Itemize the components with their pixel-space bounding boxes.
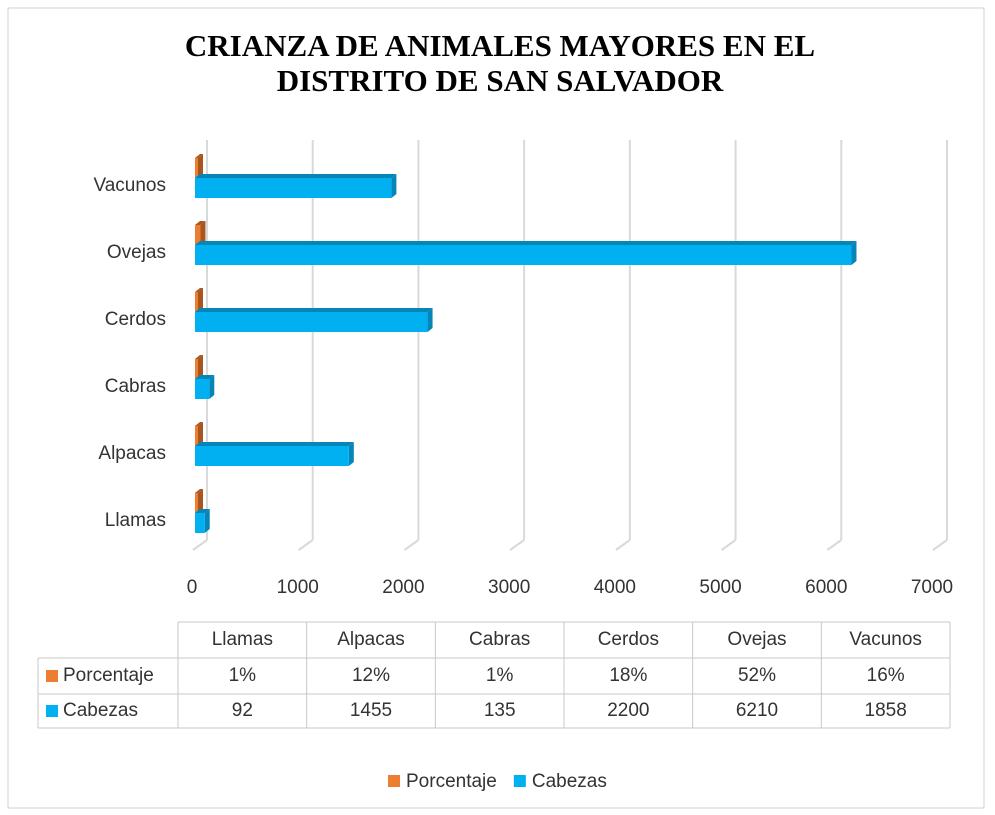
bar-top <box>195 288 203 292</box>
bar-top <box>195 422 203 426</box>
bar-side <box>200 221 206 245</box>
y-tick-label: Cabras <box>105 376 166 397</box>
chart-title: CRIANZA DE ANIMALES MAYORES EN EL DISTRI… <box>184 28 816 98</box>
table-cell: 52% <box>738 665 776 686</box>
bar-side <box>427 308 433 332</box>
x-tick-label: 6000 <box>805 577 847 598</box>
bar <box>195 513 205 533</box>
table-cell: 92 <box>232 700 253 721</box>
chart-border <box>7 7 985 809</box>
bar-top <box>195 241 857 245</box>
table-cell: 1858 <box>865 700 907 721</box>
grid-line-floor <box>720 539 737 551</box>
table-cell: 6210 <box>736 700 778 721</box>
grid-line-floor <box>932 539 948 551</box>
y-tick-label: Ovejas <box>107 242 166 263</box>
table-cell: 1% <box>486 665 514 686</box>
y-tick-label: Alpacas <box>98 443 166 464</box>
legend-label: Porcentaje <box>406 771 497 792</box>
grid-line-floor <box>192 539 208 551</box>
bar <box>195 446 349 466</box>
grid-line-floor <box>826 539 842 551</box>
table-legend-key <box>46 705 58 717</box>
table-header: Llamas <box>212 629 273 650</box>
bar-top <box>195 375 215 379</box>
table-legend-key <box>46 670 58 682</box>
bar-side <box>198 355 203 379</box>
bar <box>195 379 210 399</box>
y-tick-label: Cerdos <box>105 309 166 330</box>
x-tick-label: 7000 <box>911 577 953 598</box>
table-cell: 1% <box>229 665 257 686</box>
table-cell: 2200 <box>607 700 649 721</box>
bar-side <box>198 489 203 513</box>
bar-side <box>198 154 203 178</box>
bar-side <box>209 375 215 399</box>
x-tick-label: 4000 <box>594 577 636 598</box>
x-tick-label: 2000 <box>382 577 424 598</box>
bar-top <box>195 308 433 312</box>
table-cell: 18% <box>609 665 647 686</box>
bar <box>195 245 852 265</box>
x-tick-label: 5000 <box>699 577 741 598</box>
table-cell: 135 <box>484 700 516 721</box>
bar-side <box>198 422 203 446</box>
grid-line-floor <box>615 539 631 551</box>
bar <box>195 178 392 198</box>
grid-line-floor <box>298 539 314 551</box>
bar <box>195 312 428 332</box>
bar <box>195 292 198 312</box>
bar <box>195 158 198 178</box>
y-tick-label: Vacunos <box>93 175 166 196</box>
x-tick-label: 1000 <box>277 577 319 598</box>
table-cell: 16% <box>867 665 905 686</box>
table-cell: 1455 <box>350 700 392 721</box>
y-tick-label: Llamas <box>105 510 166 531</box>
bar <box>195 493 198 513</box>
bar-top <box>195 509 210 513</box>
bar-side <box>391 174 397 198</box>
bar-top <box>195 154 203 158</box>
bar-top <box>195 489 203 493</box>
table-row-header: Cabezas <box>63 700 138 721</box>
legend-label: Cabezas <box>532 771 607 792</box>
grid-line-floor <box>509 539 525 551</box>
table-cell: 12% <box>352 665 390 686</box>
x-tick-label: 0 <box>187 577 198 598</box>
bar-side <box>204 509 210 533</box>
table-header: Ovejas <box>727 629 786 650</box>
table-header: Cabras <box>469 629 530 650</box>
bar-side <box>851 241 857 265</box>
table-header: Vacunos <box>849 629 922 650</box>
x-tick-label: 3000 <box>488 577 530 598</box>
bar-top <box>195 442 354 446</box>
bar <box>195 225 201 245</box>
table-header: Cerdos <box>598 629 659 650</box>
legend-key <box>513 775 526 787</box>
bar-top <box>195 221 206 225</box>
legend-key <box>388 775 400 787</box>
bar <box>195 426 198 446</box>
bar <box>195 359 198 379</box>
bar-side <box>198 288 203 312</box>
bar-side <box>348 442 354 466</box>
table-row-header: Porcentaje <box>63 665 154 686</box>
bar-top <box>195 355 203 359</box>
table-header: Alpacas <box>337 629 405 650</box>
bar-top <box>195 174 397 178</box>
grid-line-floor <box>403 539 420 551</box>
